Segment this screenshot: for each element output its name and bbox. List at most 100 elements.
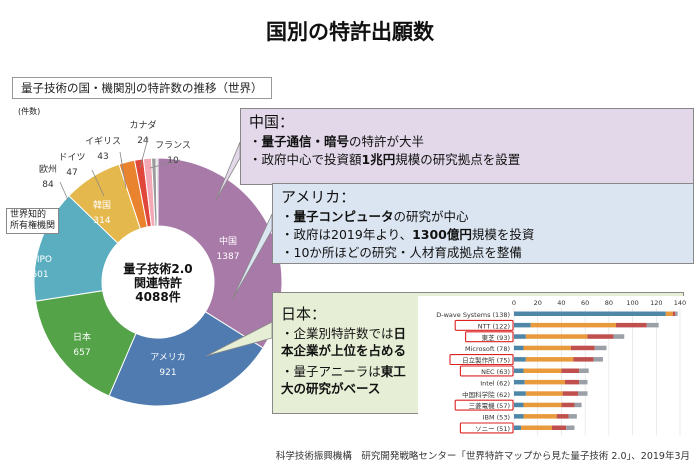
bar-11-seg-2 bbox=[521, 425, 552, 430]
x-tick-40: 40 bbox=[557, 299, 565, 307]
bar-9-seg-3 bbox=[561, 402, 575, 408]
bar-8-seg-1 bbox=[514, 391, 526, 396]
bar-11-seg-3 bbox=[551, 425, 567, 430]
bar-7-seg-3 bbox=[564, 379, 580, 385]
chart-subtitle: 量子技術の国・機関別の特許数の推移（世界） bbox=[12, 77, 272, 99]
bar-1-seg-2 bbox=[665, 311, 673, 316]
china-bullet-2: ・政府中心で投資額1兆円規模の研究拠点を設置 bbox=[249, 152, 521, 167]
bar-5-seg-1 bbox=[514, 357, 526, 362]
donut-label-8: イギリス bbox=[85, 136, 121, 147]
bar-9-seg-2 bbox=[523, 402, 562, 408]
donut-label-3: 日本 bbox=[73, 331, 91, 343]
bar-category-label-7: Intel (62) bbox=[480, 379, 510, 387]
bar-1-seg-3 bbox=[672, 311, 676, 316]
x-tick-120: 120 bbox=[650, 299, 662, 307]
wipo-note: 世界知的 所有権機関 bbox=[6, 208, 60, 234]
china-callout-head: 中国： bbox=[249, 113, 295, 131]
donut-label-5: 韓国 bbox=[93, 200, 111, 211]
bar-1-seg-1 bbox=[514, 311, 666, 316]
donut-label-2: アメリカ bbox=[150, 352, 186, 363]
donut-label-7: ドイツ bbox=[58, 153, 85, 163]
us-bullet-2: ・政府は2019年より、1300億円規模を投資 bbox=[281, 227, 535, 242]
donut-value-8: 43 bbox=[97, 152, 108, 162]
bar-4-seg-3 bbox=[570, 345, 595, 351]
donut-value-3: 657 bbox=[73, 348, 90, 358]
donut-hole bbox=[103, 227, 213, 337]
bar-2-seg-4 bbox=[646, 322, 659, 328]
bar-3-seg-4 bbox=[613, 334, 625, 339]
wipo-note-line2: 所有権機関 bbox=[10, 221, 56, 231]
donut-value-4: 601 bbox=[31, 270, 48, 280]
company-bar-chart: 0 20 40 60 80 100 120 140 D-wave Systems (138) NT… bbox=[418, 296, 690, 436]
us-callout: アメリカ： ・量子コンピュータの研究が中心 ・政府は2019年より、1300億円… bbox=[272, 183, 694, 264]
japan-bullet-2: ・量子アニーラは東工大の研究がベース bbox=[281, 364, 406, 396]
donut-label-4: WIPO bbox=[28, 255, 52, 265]
donut-value-10: 10 bbox=[167, 156, 179, 166]
bar-category-label-11: ソニー (51) bbox=[475, 425, 510, 433]
donut-center-label: 量子技術2.0 関連特許 4088件 bbox=[103, 262, 213, 304]
bar-11-seg-1 bbox=[514, 425, 522, 430]
unit-label: (件数) bbox=[18, 107, 41, 116]
leader-line-3 bbox=[119, 151, 127, 189]
x-tick-140: 140 bbox=[674, 299, 686, 307]
donut-value-7: 47 bbox=[66, 168, 77, 178]
x-tick-80: 80 bbox=[605, 299, 613, 307]
bar-category-label-4: Microsoft (78) bbox=[465, 345, 510, 353]
donut-label-10: フランス bbox=[155, 140, 191, 151]
bar-9-seg-1 bbox=[514, 402, 524, 408]
donut-label-6: 欧州 bbox=[39, 163, 57, 175]
leader-line-2 bbox=[91, 169, 105, 197]
x-tick-0: 0 bbox=[512, 299, 516, 307]
bar-9-seg-4 bbox=[574, 402, 582, 408]
china-callout: 中国： ・量子通信・暗号の特許が大半 ・政府中心で投資額1兆円規模の研究拠点を設… bbox=[240, 108, 694, 185]
highlight-box-3 bbox=[465, 331, 514, 343]
bar-5-seg-4 bbox=[593, 357, 603, 362]
bar-6-seg-1 bbox=[514, 368, 524, 373]
donut-label-1: 中国 bbox=[219, 235, 237, 247]
x-tick-100: 100 bbox=[626, 299, 638, 307]
bar-11-seg-4 bbox=[566, 425, 575, 430]
bar-10-seg-2 bbox=[523, 414, 557, 419]
bar-10-seg-4 bbox=[568, 414, 577, 419]
x-tick-60: 60 bbox=[581, 299, 589, 307]
wipo-note-line1: 世界知的 bbox=[10, 210, 47, 220]
bar-4-seg-4 bbox=[594, 345, 607, 351]
bar-3-seg-3 bbox=[587, 334, 614, 339]
center-line1: 量子技術2.0 bbox=[123, 262, 193, 276]
donut-value-2: 921 bbox=[159, 368, 176, 378]
china-bullet-1: ・量子通信・暗号の特許が大半 bbox=[249, 134, 425, 149]
bar-category-label-9: 三菱電機 (57) bbox=[469, 401, 510, 410]
bar-8-seg-2 bbox=[525, 391, 563, 396]
bar-3-seg-1 bbox=[514, 334, 526, 339]
japan-bullet-1: ・企業別特許数では日本企業が上位を占める bbox=[281, 326, 407, 358]
bar-10-seg-1 bbox=[514, 414, 524, 419]
bar-4-seg-1 bbox=[514, 345, 524, 351]
highlight-box-9 bbox=[454, 399, 514, 411]
bar-category-label-3: 東芝 (93) bbox=[482, 333, 510, 342]
donut-value-5: 314 bbox=[93, 216, 110, 226]
bar-category-label-8: 中国科学院 (62) bbox=[462, 390, 510, 399]
bar-5-seg-3 bbox=[573, 357, 594, 362]
bar-category-label-10: IBM (53) bbox=[483, 414, 510, 422]
donut-slice-2 bbox=[108, 311, 264, 407]
leader-line-4 bbox=[139, 137, 149, 169]
us-bullet-1: ・量子コンピュータの研究が中心 bbox=[281, 209, 469, 224]
bar-7-seg-1 bbox=[514, 379, 525, 385]
us-bullet-3: ・10か所ほどの研究・人材育成拠点を整備 bbox=[281, 245, 522, 260]
japan-callout-head: 日本： bbox=[281, 305, 327, 323]
bar-6-seg-3 bbox=[561, 368, 580, 373]
bar-2-seg-2 bbox=[530, 322, 616, 328]
source-note: 科学技術振興機構 研究開発戦略センター「世界特許マップから見た量子技術 2.0」… bbox=[275, 451, 690, 462]
donut-label-9: カナダ bbox=[129, 119, 156, 131]
bar-3-seg-2 bbox=[525, 334, 588, 339]
bar-7-seg-4 bbox=[579, 379, 588, 385]
highlight-box-11 bbox=[459, 422, 514, 434]
bar-category-label-1: D-wave Systems (138) bbox=[436, 311, 510, 319]
bar-10-seg-3 bbox=[556, 414, 569, 419]
highlight-box-2 bbox=[454, 319, 514, 331]
center-line2: 関連特許 bbox=[133, 276, 182, 290]
bar-7-seg-2 bbox=[524, 379, 565, 385]
bar-6-seg-2 bbox=[523, 368, 562, 373]
bar-5-seg-2 bbox=[525, 357, 574, 362]
bar-category-label-5: 日立製作所 (75) bbox=[462, 356, 510, 365]
